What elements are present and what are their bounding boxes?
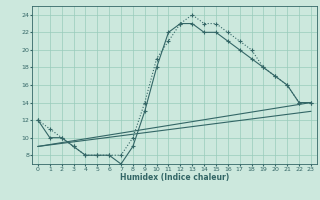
X-axis label: Humidex (Indice chaleur): Humidex (Indice chaleur)	[120, 173, 229, 182]
